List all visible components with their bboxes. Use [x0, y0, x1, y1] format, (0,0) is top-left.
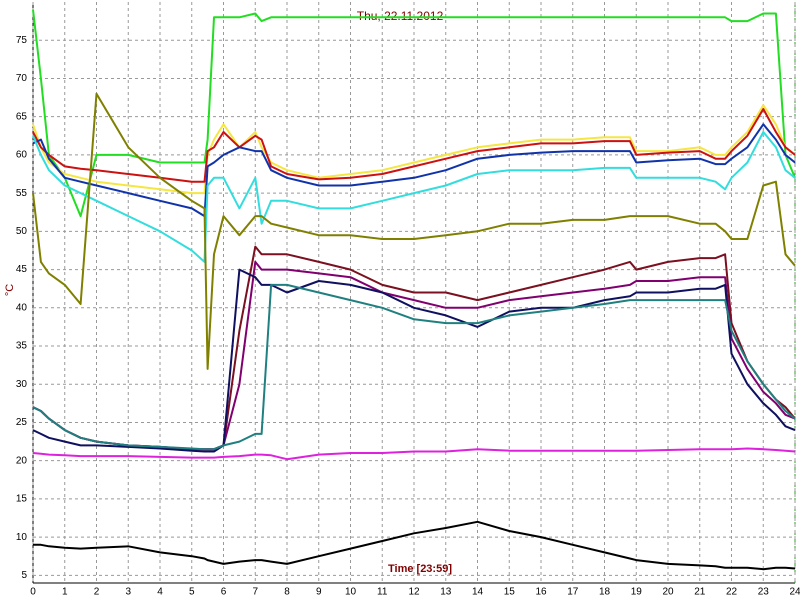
x-tick-label: 6 — [221, 587, 227, 598]
x-tick-label: 22 — [726, 587, 738, 598]
x-tick-label: 3 — [125, 587, 131, 598]
x-tick-label: 9 — [316, 587, 322, 598]
y-axis-label: °C — [4, 284, 16, 296]
x-tick-label: 18 — [599, 587, 611, 598]
y-tick-label: 10 — [16, 532, 28, 543]
series-line — [32, 123, 796, 218]
y-tick-label: 45 — [16, 264, 28, 275]
x-tick-label: 1 — [62, 587, 68, 598]
series-line — [32, 9, 796, 218]
y-tick-label: 50 — [16, 226, 28, 237]
x-tick-label: 14 — [472, 587, 484, 598]
x-tick-label: 16 — [535, 587, 547, 598]
series-line — [32, 283, 796, 451]
y-tick-label: 30 — [16, 379, 28, 390]
x-tick-label: 15 — [504, 587, 516, 598]
series-line — [32, 268, 796, 453]
y-tick-label: 15 — [16, 494, 28, 505]
y-tick-label: 60 — [16, 150, 28, 161]
series-line — [32, 108, 796, 183]
y-tick-label: 55 — [16, 188, 28, 199]
x-tick-label: 4 — [157, 587, 163, 598]
series-line — [32, 92, 796, 370]
y-tick-label: 40 — [16, 302, 28, 313]
x-tick-label: 7 — [252, 587, 258, 598]
x-tick-label: 19 — [631, 587, 643, 598]
series-line — [33, 520, 796, 571]
y-tick-label: 65 — [16, 111, 28, 122]
x-tick-label: 0 — [30, 587, 36, 598]
y-tick-label: 5 — [21, 570, 27, 581]
x-tick-label: 21 — [694, 587, 706, 598]
x-tick-label: 2 — [94, 587, 100, 598]
y-tick-label: 70 — [16, 73, 28, 84]
y-tick-label: 20 — [16, 455, 28, 466]
chart-title: Thu, 22.11.2012 — [357, 9, 444, 23]
series-line — [32, 104, 796, 195]
x-tick-label: 5 — [189, 587, 195, 598]
y-tick-label: 75 — [16, 35, 28, 46]
x-tick-label: 24 — [789, 587, 800, 598]
y-tick-label: 35 — [16, 341, 28, 352]
x-tick-label: 17 — [567, 587, 579, 598]
x-tick-label: 10 — [345, 587, 357, 598]
x-tick-label: 20 — [662, 587, 674, 598]
y-tick-label: 25 — [16, 417, 28, 428]
x-tick-label: 23 — [758, 587, 770, 598]
series-line — [32, 447, 796, 461]
x-tick-label: 12 — [408, 587, 420, 598]
x-tick-label: 13 — [440, 587, 452, 598]
series-line — [32, 131, 796, 263]
x-tick-label: 11 — [377, 587, 388, 598]
x-tick-label: 8 — [284, 587, 290, 598]
annotation: Time [23:59] — [388, 563, 452, 575]
